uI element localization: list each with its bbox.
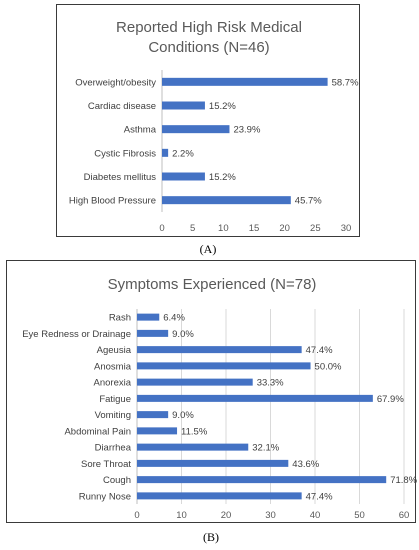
category-label: Cough <box>103 475 131 486</box>
panel-label-a: (A) <box>199 242 217 256</box>
x-tick-label: 40 <box>310 510 321 521</box>
bar <box>137 411 169 419</box>
bar <box>137 476 387 484</box>
data-label: 45.7% <box>295 196 322 207</box>
bar <box>137 378 253 386</box>
bar <box>137 443 249 451</box>
category-label: Rash <box>109 313 131 324</box>
data-label: 47.4% <box>306 345 333 356</box>
bar <box>162 125 230 134</box>
x-tick-label: 20 <box>279 223 290 234</box>
x-tick-label: 25 <box>310 223 321 234</box>
bar <box>162 148 169 157</box>
bar <box>162 172 205 181</box>
x-tick-label: 50 <box>354 510 365 521</box>
category-label: Diarrhea <box>95 443 132 454</box>
x-tick-label: 30 <box>265 510 276 521</box>
category-label: Anosmia <box>94 361 132 372</box>
x-tick-label: 15 <box>249 223 260 234</box>
category-label: Anorexia <box>94 378 132 389</box>
data-label: 2.2% <box>172 148 194 159</box>
chart-panel-a: Reported High Risk Medical Conditions (N=… <box>56 4 360 237</box>
data-label: 15.2% <box>209 172 236 183</box>
bar <box>137 362 311 370</box>
category-label: Abdominal Pain <box>64 426 131 437</box>
bar <box>137 459 289 467</box>
data-label: 23.9% <box>233 125 260 136</box>
category-label: Diabetes mellitus <box>84 172 157 183</box>
bar <box>137 329 169 337</box>
data-label: 67.9% <box>377 394 404 405</box>
data-label: 32.1% <box>252 443 279 454</box>
data-label: 50.0% <box>315 361 342 372</box>
data-label: 15.2% <box>209 101 236 112</box>
data-label: 6.4% <box>163 313 185 324</box>
chart-title-line: Conditions (N=46) <box>148 39 269 56</box>
category-label: Vomiting <box>95 410 131 421</box>
x-tick-label: 0 <box>134 510 139 521</box>
panel-label-b: (B) <box>203 530 219 544</box>
bar <box>137 427 178 435</box>
x-tick-label: 30 <box>341 223 352 234</box>
chart-panel-b: Symptoms Experienced (N=78) 0 10 20 30 40 50 60… <box>6 260 417 523</box>
data-label: 43.6% <box>292 459 319 470</box>
category-label: Runny Nose <box>79 491 131 502</box>
data-label: 9.0% <box>172 329 194 340</box>
x-tick-label: 20 <box>221 510 232 521</box>
chart-title-line: Symptoms Experienced (N=78) <box>108 276 317 293</box>
data-label: 47.4% <box>306 491 333 502</box>
x-tick-label: 0 <box>159 223 164 234</box>
bar <box>137 313 160 321</box>
category-label: Cystic Fibrosis <box>94 148 156 159</box>
data-label: 11.5% <box>181 426 208 437</box>
bar <box>162 77 328 86</box>
bar <box>162 101 205 110</box>
chart-a-svg: Reported High Risk Medical Conditions (N=… <box>69 19 359 234</box>
x-tick-label: 60 <box>399 510 410 521</box>
category-label: Ageusia <box>97 345 132 356</box>
x-tick-label: 5 <box>190 223 195 234</box>
category-label: Sore Throat <box>81 459 131 470</box>
category-label: Fatigue <box>99 394 131 405</box>
x-tick-label: 10 <box>218 223 229 234</box>
data-label: 33.3% <box>257 378 284 389</box>
chart-title-line: Reported High Risk Medical <box>116 19 302 36</box>
category-label: Asthma <box>124 125 157 136</box>
category-label: High Blood Pressure <box>69 196 156 207</box>
chart-b-svg: Symptoms Experienced (N=78) 0 10 20 30 40 50 60… <box>22 276 417 521</box>
category-label: Cardiac disease <box>88 101 156 112</box>
data-label: 58.7% <box>332 77 359 88</box>
data-label: 9.0% <box>172 410 194 421</box>
category-label: Overweight/obesity <box>75 77 156 88</box>
bar <box>137 492 302 500</box>
bar <box>162 196 291 205</box>
bar <box>137 394 373 402</box>
data-label: 71.8% <box>390 475 417 486</box>
x-tick-label: 10 <box>176 510 187 521</box>
category-label: Eye Redness or Drainage <box>22 329 131 340</box>
bar <box>137 346 302 354</box>
